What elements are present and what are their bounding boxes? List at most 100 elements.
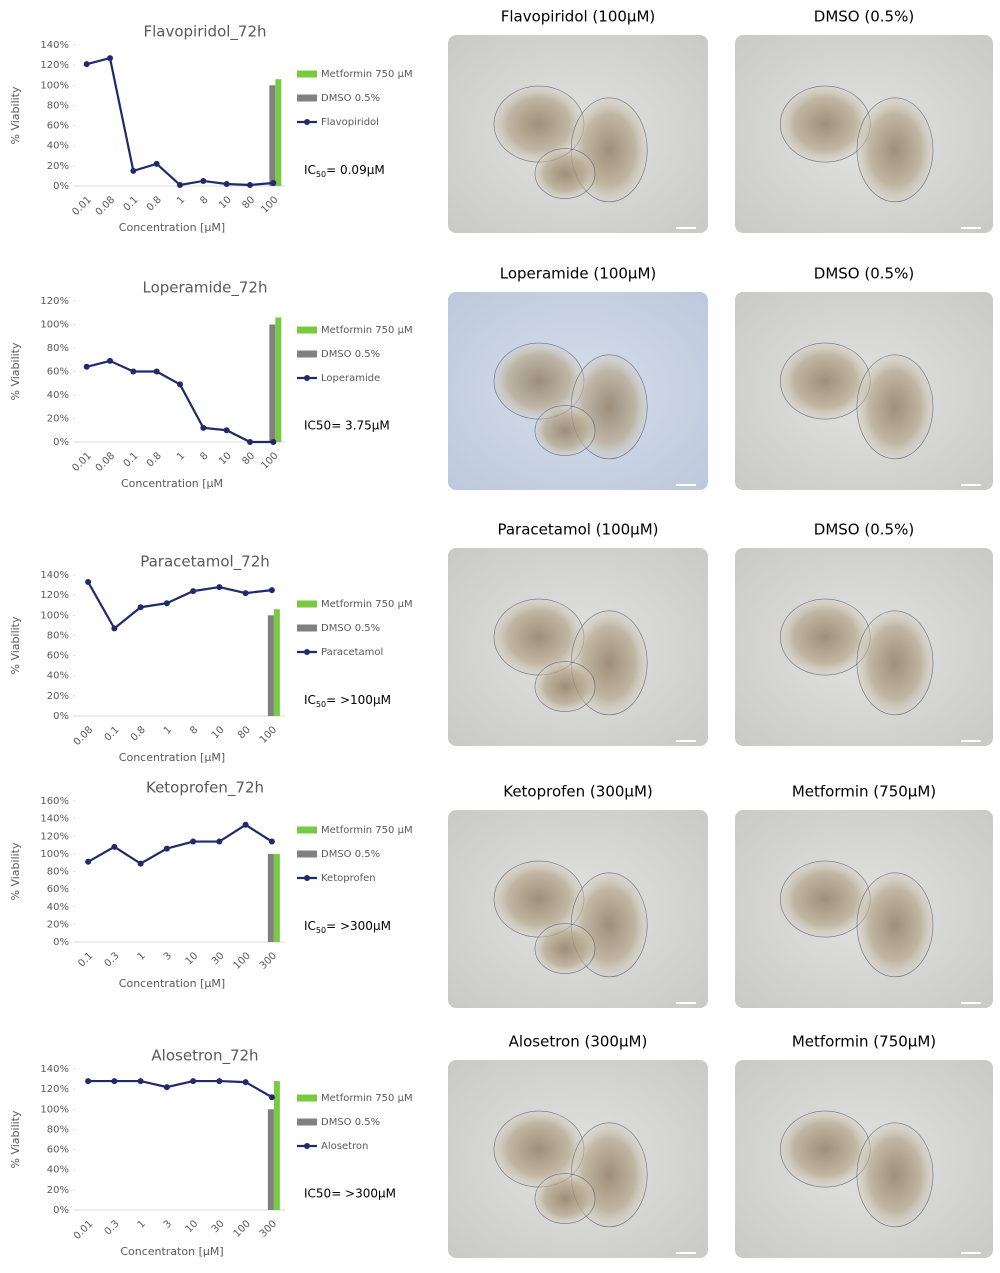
y-tick-label: 80% bbox=[47, 867, 69, 878]
image-title: Paracetamol (100µM) bbox=[497, 521, 658, 539]
line-point bbox=[107, 55, 113, 62]
line-point bbox=[85, 579, 92, 586]
bar bbox=[267, 1109, 274, 1210]
x-tick-label: 0.8 bbox=[145, 194, 164, 213]
line-point bbox=[137, 860, 144, 867]
x-tick-label: 1 bbox=[136, 950, 148, 962]
bar bbox=[273, 609, 280, 716]
line-point bbox=[247, 181, 253, 188]
legend-label: Loperamide bbox=[321, 373, 380, 384]
x-tick-label: 0.01 bbox=[70, 194, 94, 218]
chart-title: Loperamide_72h bbox=[142, 279, 267, 298]
line-point bbox=[268, 1094, 275, 1101]
y-tick-label: 40% bbox=[47, 390, 69, 401]
line-point bbox=[130, 368, 137, 375]
x-tick-label: 100 bbox=[258, 724, 279, 745]
scale-bar bbox=[961, 484, 981, 486]
y-axis-label: % Viability bbox=[9, 86, 22, 144]
organoid bbox=[534, 405, 596, 456]
scale-bar bbox=[961, 1002, 981, 1004]
annotation-prefix: IC bbox=[304, 163, 316, 177]
y-tick-label: 100% bbox=[40, 1104, 69, 1115]
x-tick-label: 8 bbox=[188, 724, 200, 736]
x-tick-label: 10 bbox=[210, 724, 227, 741]
annotation-text: = >100µM bbox=[326, 693, 391, 707]
scale-bar bbox=[676, 1002, 696, 1004]
x-tick-label: 1 bbox=[136, 1218, 148, 1230]
legend-swatch bbox=[297, 600, 317, 608]
y-tick-label: 40% bbox=[47, 671, 69, 682]
bar bbox=[275, 317, 282, 442]
x-tick-label: 100 bbox=[259, 450, 280, 471]
line-point bbox=[242, 821, 249, 828]
bar bbox=[273, 1081, 280, 1210]
line-point bbox=[270, 179, 277, 186]
annotation: IC50= >100µM bbox=[304, 693, 391, 709]
line-point bbox=[163, 1084, 170, 1091]
organoid bbox=[856, 97, 934, 203]
legend-label: Alosetron bbox=[321, 1141, 368, 1152]
x-tick-label: 80 bbox=[240, 194, 257, 211]
y-tick-label: 60% bbox=[47, 121, 69, 132]
line-point bbox=[216, 584, 223, 591]
legend-label: Metformin 750 µM bbox=[321, 69, 413, 80]
x-tick-label: 10 bbox=[217, 450, 234, 467]
legend-label: Metformin 750 µM bbox=[321, 325, 413, 336]
y-axis-label: % Viability bbox=[9, 842, 22, 900]
scale-bar bbox=[676, 227, 696, 229]
image-title: Alosetron (300µM) bbox=[509, 1033, 648, 1051]
y-tick-label: 60% bbox=[47, 367, 69, 378]
x-tick-label: 1 bbox=[175, 450, 187, 462]
image-title: DMSO (0.5%) bbox=[814, 521, 914, 539]
legend-swatch bbox=[297, 70, 317, 78]
line-point bbox=[242, 1079, 249, 1086]
line-point bbox=[111, 1078, 118, 1085]
line-point bbox=[107, 357, 113, 364]
x-axis-label: Concentration [µM] bbox=[119, 977, 225, 990]
line-point bbox=[83, 363, 90, 370]
image-title: Loperamide (100µM) bbox=[500, 265, 657, 283]
y-tick-label: 0% bbox=[53, 1205, 69, 1216]
y-tick-label: 0% bbox=[53, 181, 69, 192]
x-tick-label: 10 bbox=[184, 950, 201, 967]
x-tick-label: 80 bbox=[240, 450, 257, 467]
x-tick-label: 0.01 bbox=[72, 1218, 96, 1242]
legend-label: Paracetamol bbox=[321, 647, 383, 658]
y-tick-label: 100% bbox=[40, 320, 69, 331]
x-tick-label: 100 bbox=[259, 194, 280, 215]
line-point bbox=[247, 439, 253, 445]
legend-swatch bbox=[297, 94, 317, 102]
bar bbox=[269, 324, 276, 442]
line-point bbox=[190, 838, 197, 845]
scale-bar bbox=[961, 1252, 981, 1254]
x-tick-label: 0.1 bbox=[122, 450, 141, 469]
image-title: DMSO (0.5%) bbox=[814, 8, 914, 26]
y-tick-label: 20% bbox=[47, 919, 69, 930]
line bbox=[86, 56, 274, 187]
y-tick-label: 40% bbox=[47, 141, 69, 152]
legend-swatch bbox=[297, 350, 317, 358]
legend-swatch bbox=[304, 649, 310, 655]
x-tick-label: 0.08 bbox=[94, 450, 118, 474]
legend-swatch bbox=[304, 119, 310, 125]
legend-swatch bbox=[304, 875, 310, 881]
line-point bbox=[268, 587, 275, 594]
legend-label: DMSO 0.5% bbox=[321, 349, 380, 360]
annotation-subscript: 50 bbox=[316, 926, 326, 935]
y-tick-label: 140% bbox=[40, 814, 69, 825]
line-point bbox=[111, 625, 118, 632]
x-tick-label: 1 bbox=[175, 194, 187, 206]
x-tick-label: 0.8 bbox=[145, 450, 164, 469]
y-tick-label: 80% bbox=[47, 343, 69, 354]
y-axis-label: % Viability bbox=[9, 616, 22, 674]
y-tick-label: 20% bbox=[47, 414, 69, 425]
x-tick-label: 0.3 bbox=[103, 950, 122, 969]
legend-label: Ketoprofen bbox=[321, 873, 376, 884]
scale-bar bbox=[676, 1252, 696, 1254]
legend-swatch bbox=[297, 624, 317, 632]
y-tick-label: 100% bbox=[40, 610, 69, 621]
annotation-prefix: IC bbox=[304, 693, 316, 707]
line-point bbox=[83, 61, 90, 68]
x-tick-label: 10 bbox=[217, 194, 234, 211]
x-axis-label: Concentraton [µM] bbox=[120, 1245, 223, 1258]
